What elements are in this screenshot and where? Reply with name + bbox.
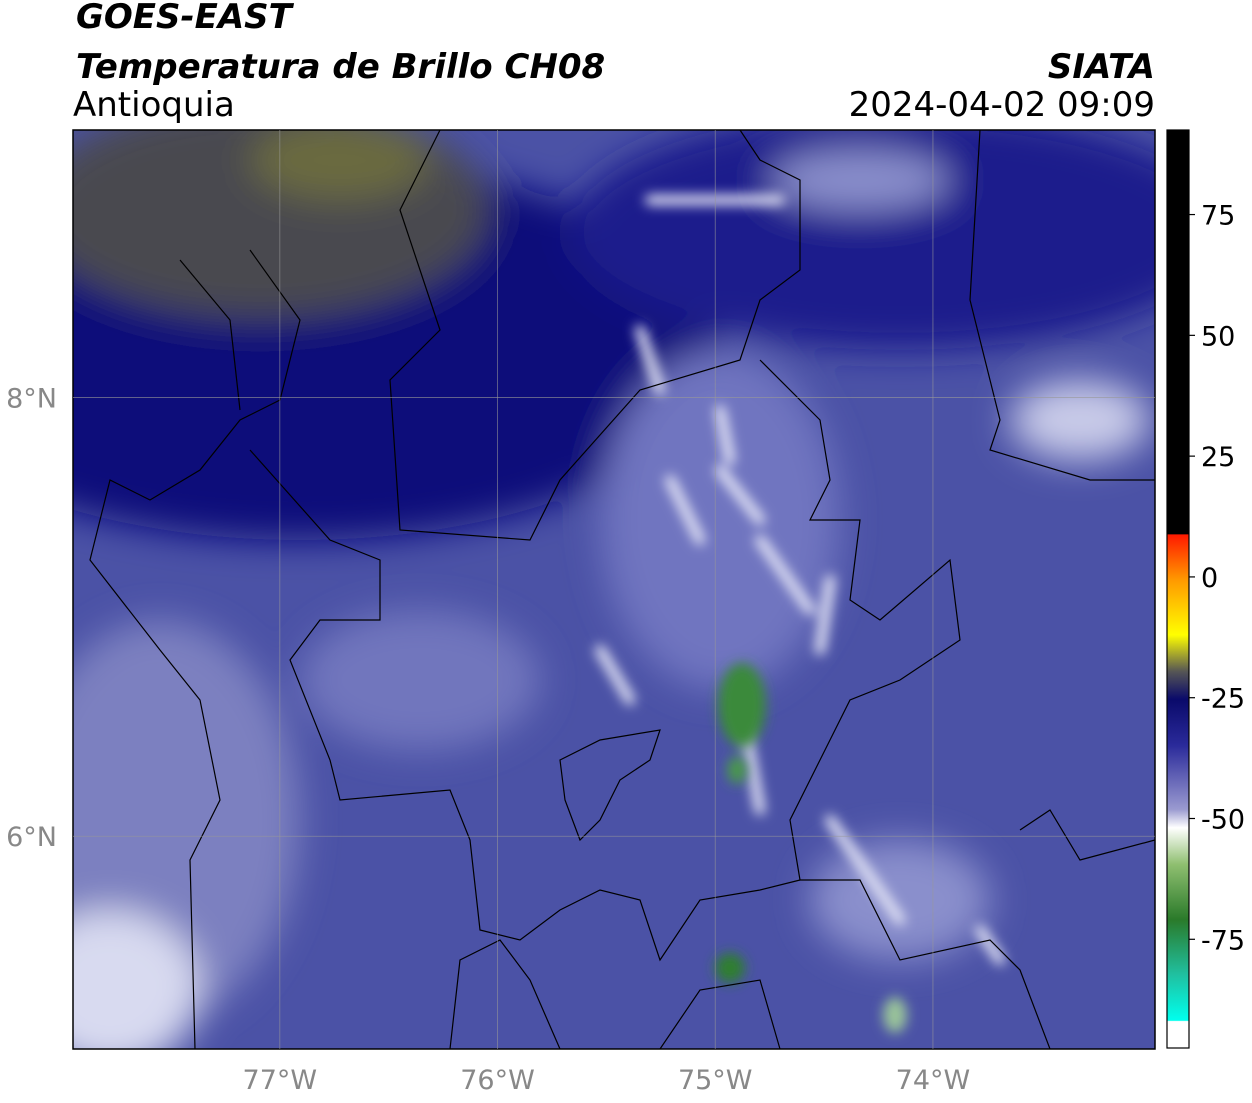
map-frame	[72, 129, 1156, 1050]
colorbar-tick-label: -25	[1201, 684, 1245, 715]
title: GOES-EAST	[76, 0, 295, 37]
source: SIATA	[1048, 47, 1155, 87]
colorbar-tick-label: -75	[1201, 925, 1245, 956]
x-tick-label: 76°W	[460, 1065, 535, 1096]
colorbar-tick-label: 0	[1201, 563, 1218, 594]
colorbar-tick-label: 50	[1201, 321, 1235, 352]
x-tick-label: 74°W	[896, 1065, 971, 1096]
region: Antioquia	[73, 85, 235, 125]
colorbar	[1166, 129, 1190, 1049]
map-imagery	[73, 130, 1155, 1049]
x-tick-label: 75°W	[678, 1065, 753, 1096]
x-tick-label: 77°W	[243, 1065, 318, 1096]
y-tick-label: 8°N	[6, 384, 57, 415]
datetime: 2024-04-02 09:09	[849, 85, 1155, 125]
colorbar-tick-label: 25	[1201, 442, 1235, 473]
y-tick-label: 6°N	[6, 822, 57, 853]
subtitle: Temperatura de Brillo CH08	[76, 47, 605, 87]
colorbar-tick-label: 75	[1201, 201, 1235, 232]
colorbar-tick-label: -50	[1201, 805, 1245, 836]
